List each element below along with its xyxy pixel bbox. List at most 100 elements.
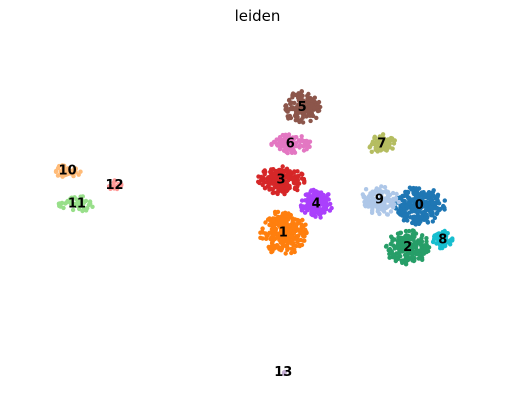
data-point — [271, 172, 277, 177]
data-point — [283, 147, 288, 153]
cluster-label-0: 0 — [415, 198, 424, 213]
data-point — [287, 169, 293, 174]
cluster-5-points — [283, 89, 323, 125]
data-point — [294, 180, 299, 185]
data-point — [271, 190, 276, 195]
data-point — [438, 234, 443, 239]
data-point — [312, 95, 317, 100]
data-point — [381, 196, 386, 201]
data-point — [279, 174, 284, 179]
data-point — [442, 205, 447, 211]
data-point — [370, 141, 376, 146]
data-point — [295, 217, 300, 223]
data-point — [309, 111, 315, 116]
data-point — [372, 135, 377, 141]
cluster-label-1: 1 — [279, 225, 288, 240]
data-point — [435, 210, 440, 215]
data-point — [260, 236, 265, 241]
data-point — [318, 201, 323, 206]
chart-title: leiden — [234, 7, 281, 25]
data-point — [301, 176, 307, 182]
data-point — [384, 212, 390, 217]
data-point — [404, 258, 409, 264]
data-point — [280, 164, 285, 169]
data-point — [284, 244, 289, 249]
data-point — [415, 209, 420, 214]
data-point — [57, 203, 62, 209]
data-point — [285, 239, 290, 244]
data-point — [295, 114, 300, 120]
data-point — [291, 176, 296, 181]
data-point — [393, 195, 399, 201]
data-point — [300, 120, 306, 125]
data-point — [365, 196, 371, 201]
data-point — [375, 197, 380, 202]
data-point — [270, 233, 275, 238]
data-point — [329, 205, 334, 211]
data-point — [313, 203, 319, 208]
cluster-label-3: 3 — [276, 173, 285, 188]
data-point — [361, 195, 366, 200]
data-point — [419, 239, 425, 244]
data-point — [300, 93, 305, 99]
data-point — [305, 109, 310, 114]
data-point — [401, 248, 406, 254]
data-point — [292, 169, 297, 175]
data-point — [363, 204, 368, 209]
data-point — [297, 104, 302, 109]
data-point — [269, 249, 274, 255]
data-point — [424, 236, 429, 241]
data-point — [292, 150, 298, 155]
data-point — [425, 219, 430, 224]
data-point — [419, 248, 424, 253]
data-point — [367, 201, 372, 207]
data-point — [290, 91, 296, 96]
data-point — [308, 118, 313, 124]
data-point — [304, 147, 309, 152]
data-point — [409, 208, 414, 213]
data-point — [293, 185, 298, 190]
data-point — [316, 207, 321, 212]
data-point — [277, 135, 283, 140]
data-point — [113, 178, 118, 184]
data-point — [285, 150, 290, 156]
data-point — [314, 115, 319, 121]
data-point — [272, 243, 277, 249]
data-point — [412, 249, 417, 255]
data-point — [287, 97, 292, 103]
data-point — [283, 103, 288, 109]
data-point — [271, 228, 276, 233]
data-point — [289, 234, 294, 239]
data-point — [414, 199, 419, 204]
data-point — [304, 203, 310, 208]
data-point — [435, 206, 440, 211]
data-point — [299, 225, 304, 230]
data-point — [295, 109, 300, 114]
data-point — [380, 132, 386, 137]
data-point — [284, 231, 289, 236]
cluster-label-7: 7 — [377, 136, 386, 151]
data-point — [370, 195, 375, 200]
data-point — [393, 244, 398, 249]
data-point — [90, 204, 95, 209]
cluster-label-8: 8 — [438, 233, 447, 248]
data-point — [399, 235, 404, 241]
data-point — [388, 209, 394, 214]
data-point — [442, 198, 447, 203]
data-point — [385, 140, 391, 146]
data-point — [276, 216, 281, 221]
data-point — [396, 209, 401, 214]
data-point — [312, 105, 317, 111]
data-point — [369, 149, 374, 154]
data-point — [311, 98, 317, 104]
data-point — [381, 201, 386, 206]
data-point — [379, 207, 384, 212]
data-point — [53, 168, 59, 174]
data-point — [414, 186, 419, 191]
data-point — [299, 171, 304, 176]
data-point — [306, 192, 311, 197]
data-point — [424, 239, 429, 244]
cluster-label-5: 5 — [298, 100, 307, 115]
cluster-13-points — [281, 369, 287, 377]
data-point — [71, 173, 76, 179]
